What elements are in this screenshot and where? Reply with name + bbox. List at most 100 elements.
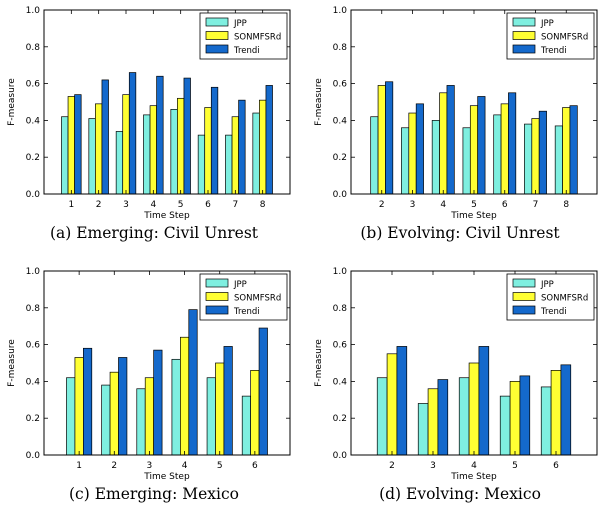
bar-c-sonmfsrd-4 — [180, 336, 190, 456]
ytick-label-b-0: 0.0 — [333, 190, 348, 200]
bar-c-trendi-2 — [118, 357, 128, 456]
xtick-label-c-6: 6 — [252, 461, 258, 471]
xtick-label-d-4: 4 — [471, 461, 477, 471]
bar-d-trendi-5 — [519, 375, 531, 456]
bar-b-sonmfsrd-4 — [439, 92, 448, 195]
legend-label-d-trendi: Trendi — [540, 307, 567, 317]
ylabel-a: F-measure — [7, 78, 17, 126]
bar-a-trendi-5 — [183, 77, 191, 195]
bar-b-jpp-3 — [401, 127, 410, 195]
xtick-label-c-4: 4 — [182, 461, 188, 471]
bar-c-jpp-3 — [136, 388, 146, 456]
bar-b-sonmfsrd-3 — [408, 112, 417, 195]
xtick-label-b-7: 7 — [533, 200, 539, 210]
legend-label-b-trendi: Trendi — [540, 46, 567, 56]
bar-d-sonmfsrd-2 — [386, 353, 398, 456]
xtick-label-b-6: 6 — [502, 200, 508, 210]
xtick-label-c-3: 3 — [147, 461, 153, 471]
bar-d-sonmfsrd-5 — [509, 381, 521, 456]
caption-a: (a) Emerging: Civil Unrest — [49, 224, 259, 242]
xtick-label-b-3: 3 — [410, 200, 416, 210]
ytick-label-d-3: 0.6 — [333, 341, 348, 351]
bar-a-trendi-2 — [101, 79, 109, 195]
xlabel-a: Time Step — [143, 211, 190, 221]
bar-b-trendi-5 — [477, 96, 486, 195]
bar-c-trendi-6 — [258, 327, 268, 456]
bar-b-jpp-6 — [493, 114, 502, 195]
bar-b-sonmfsrd-8 — [562, 107, 571, 195]
bar-c-jpp-6 — [241, 395, 251, 456]
legend-swatch-d-sonmfsrd — [512, 292, 536, 301]
bar-d-trendi-4 — [478, 346, 490, 456]
legend-swatch-a-jpp — [205, 17, 229, 27]
xtick-label-a-7: 7 — [232, 200, 238, 210]
ytick-label-c-4: 0.8 — [26, 304, 41, 314]
legend-label-a-trendi: Trendi — [233, 46, 260, 56]
bar-d-jpp-5 — [499, 395, 511, 456]
panel-a: 0.0 0.2 0.4 0.6 0.8 1.0 1 2 3 4 5 6 7 8 Time Step F-mea… — [7, 6, 291, 221]
bar-a-trendi-6 — [210, 86, 219, 195]
bar-a-jpp-2 — [88, 118, 96, 195]
bar-b-trendi-4 — [446, 85, 455, 195]
bar-c-jpp-5 — [206, 377, 216, 456]
bar-c-sonmfsrd-2 — [109, 371, 119, 456]
bar-a-jpp-5 — [170, 109, 178, 195]
bar-a-jpp-4 — [143, 114, 151, 195]
caption-b: (b) Evolving: Civil Unrest — [360, 224, 560, 242]
legend-swatch-c-jpp — [205, 278, 229, 288]
bar-b-sonmfsrd-2 — [377, 85, 386, 195]
bar-c-jpp-1 — [66, 377, 76, 456]
bar-b-jpp-5 — [462, 127, 471, 195]
xtick-label-d-6: 6 — [553, 461, 559, 471]
bar-a-trendi-4 — [156, 75, 164, 195]
bar-c-trendi-1 — [83, 347, 93, 456]
xtick-label-b-2: 2 — [379, 200, 385, 210]
legend-label-c-sonmfsrd: SONMFSRd — [234, 294, 281, 304]
legend-swatch-c-sonmfsrd — [205, 292, 229, 301]
bar-b-trendi-3 — [415, 103, 424, 195]
bar-a-trendi-3 — [128, 72, 137, 195]
legend-swatch-d-trendi — [512, 305, 536, 315]
xtick-label-a-3: 3 — [123, 200, 129, 210]
bar-a-sonmfsrd-7 — [231, 116, 239, 195]
ytick-label-b-4: 0.8 — [333, 43, 348, 53]
legend-swatch-c-trendi — [205, 305, 229, 315]
bar-d-trendi-6 — [560, 364, 572, 456]
bar-a-jpp-6 — [197, 134, 206, 195]
plot-frame-c — [43, 270, 291, 456]
caption-c: (c) Emerging: Mexico — [69, 485, 239, 503]
bar-a-trendi-1 — [74, 94, 82, 195]
xtick-label-a-6: 6 — [205, 200, 211, 210]
xtick-label-a-1: 1 — [68, 200, 74, 210]
bar-d-sonmfsrd-4 — [468, 362, 480, 456]
bar-b-jpp-7 — [524, 123, 533, 195]
bar-a-jpp-7 — [225, 134, 233, 195]
xtick-label-b-8: 8 — [563, 200, 569, 210]
bar-a-sonmfsrd-6 — [204, 107, 212, 195]
xtick-label-c-1: 1 — [76, 461, 82, 471]
bar-b-jpp-4 — [431, 120, 440, 195]
bar-c-sonmfsrd-3 — [144, 377, 154, 456]
xtick-label-d-2: 2 — [389, 461, 395, 471]
ylabel-d: F-measure — [314, 339, 324, 387]
ytick-label-c-2: 0.4 — [26, 377, 41, 387]
bar-d-jpp-3 — [417, 403, 429, 456]
legend-label-b-sonmfsrd: SONMFSRd — [541, 33, 588, 43]
plot-frame-a — [43, 9, 291, 195]
bar-b-trendi-2 — [385, 81, 394, 195]
legend-c: JPP SONMFSRd Trendi — [199, 273, 288, 321]
legend-label-d-sonmfsrd: SONMFSRd — [541, 294, 588, 304]
ytick-label-d-5: 1.0 — [333, 267, 348, 277]
bar-a-sonmfsrd-2 — [95, 103, 103, 195]
legend-swatch-d-jpp — [512, 278, 536, 288]
panel-d: 0.0 0.2 0.4 0.6 0.8 1.0 2 3 4 5 6 Time Step F-measur… — [314, 267, 598, 482]
bar-b-sonmfsrd-7 — [531, 118, 540, 195]
bar-a-jpp-8 — [252, 112, 260, 195]
legend-label-c-trendi: Trendi — [233, 307, 260, 317]
ytick-label-d-2: 0.4 — [333, 377, 348, 387]
legend-b: JPP SONMFSRd Trendi — [506, 12, 595, 60]
xlabel-d: Time Step — [450, 472, 497, 482]
legend-swatch-b-sonmfsrd — [512, 31, 536, 40]
